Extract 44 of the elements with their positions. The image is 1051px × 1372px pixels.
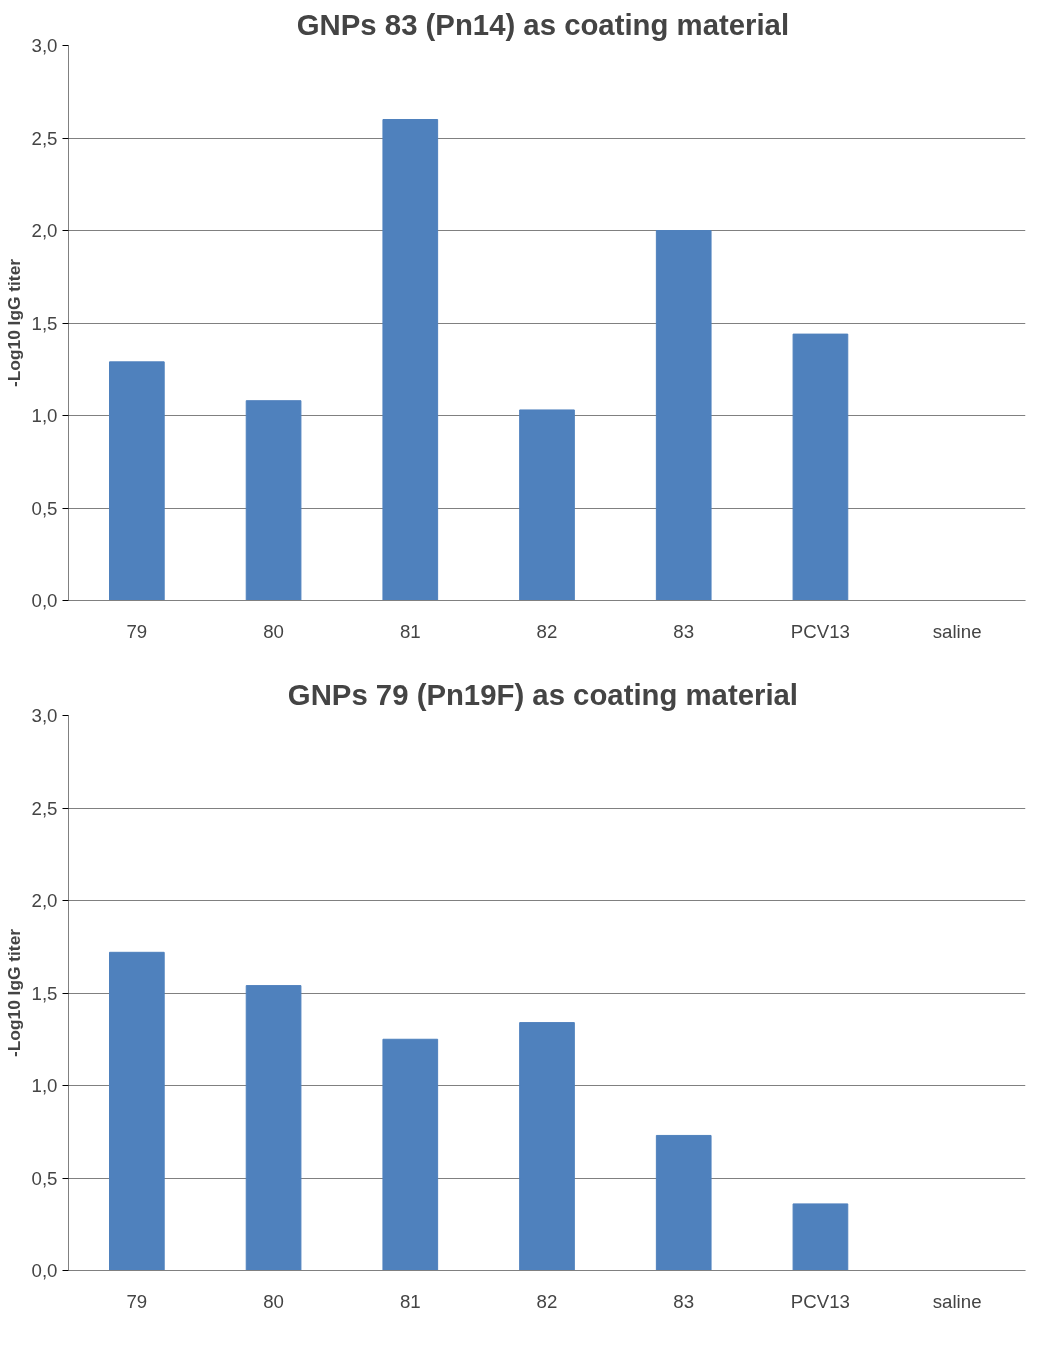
x-tick-label: 80 <box>263 1290 284 1312</box>
chart-title: GNPs 83 (Pn14) as coating material <box>296 7 790 41</box>
y-tick-label: 3,0 <box>31 705 58 726</box>
y-tick-label: 0,5 <box>31 1167 58 1189</box>
bar <box>382 1038 439 1271</box>
bar <box>382 119 439 601</box>
chart-title: GNPs 79 (Pn19F) as coating material <box>287 677 799 711</box>
x-tick-label: 83 <box>673 620 695 642</box>
bar <box>792 333 849 601</box>
y-tick-label: 2,0 <box>31 890 58 911</box>
bar <box>519 409 575 601</box>
y-tick-label: 2,5 <box>31 797 58 819</box>
x-tick-label: PCV13 <box>790 1290 850 1312</box>
y-axis-title: -Log10 IgG titer <box>3 258 24 388</box>
y-tick-label: 1,0 <box>31 1075 58 1096</box>
y-tick-label: 1,5 <box>31 312 58 334</box>
y-tick-label: 2,0 <box>31 220 58 241</box>
x-tick-label: 83 <box>673 1290 695 1312</box>
bar <box>519 1022 575 1271</box>
x-tick-label: saline <box>932 1290 982 1312</box>
y-tick-label: 2,5 <box>31 127 58 149</box>
y-tick-label: 0,0 <box>31 1260 58 1281</box>
y-tick-label: 3,0 <box>31 35 58 56</box>
y-tick-label: 1,5 <box>31 982 58 1004</box>
x-tick-label: 81 <box>399 1290 421 1312</box>
bar <box>109 361 165 601</box>
y-tick-label: 1,0 <box>31 405 58 426</box>
bar <box>109 951 165 1271</box>
x-tick-label: saline <box>932 620 982 642</box>
x-tick-label: 82 <box>536 1290 558 1312</box>
x-tick-label: PCV13 <box>790 620 850 642</box>
x-tick-label: 80 <box>263 620 284 642</box>
bar <box>245 985 302 1271</box>
bar <box>655 230 712 601</box>
y-tick-label: 0,5 <box>31 497 58 519</box>
x-tick-label: 79 <box>126 1290 148 1312</box>
x-tick-label: 82 <box>536 620 558 642</box>
bar <box>655 1134 712 1271</box>
x-tick-label: 79 <box>126 620 148 642</box>
y-axis-title: -Log10 IgG titer <box>3 928 24 1058</box>
x-tick-label: 81 <box>399 620 421 642</box>
bar <box>245 400 302 601</box>
y-tick-label: 0,0 <box>31 590 58 611</box>
bar <box>792 1203 849 1271</box>
